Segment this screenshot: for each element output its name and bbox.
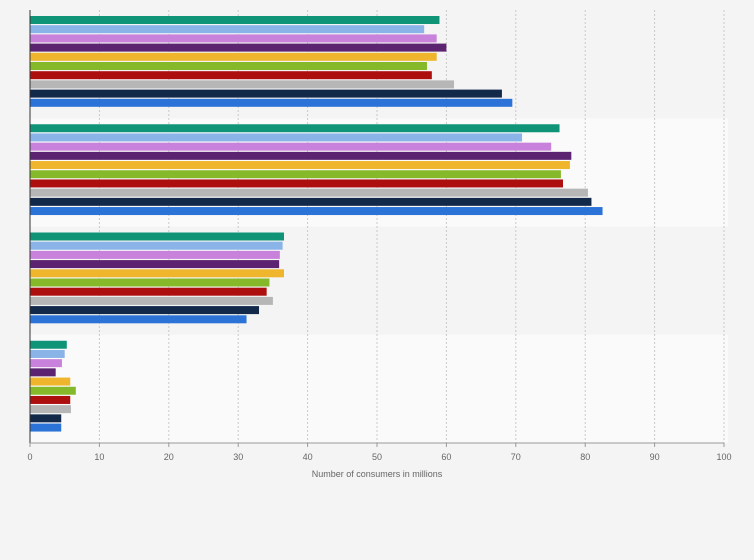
x-tick-label: 70 — [511, 452, 521, 462]
bar — [30, 52, 437, 61]
bar — [30, 306, 260, 315]
axes — [29, 10, 724, 444]
bar — [30, 161, 570, 170]
bar — [30, 179, 563, 188]
bar — [30, 80, 455, 89]
x-tick-label: 40 — [303, 452, 313, 462]
bar — [30, 232, 285, 241]
bar — [30, 34, 437, 43]
x-axis-title: Number of consumers in millions — [312, 469, 443, 479]
x-tick-label: 60 — [441, 452, 451, 462]
bar — [30, 260, 280, 269]
bar — [30, 377, 71, 386]
category-band — [30, 334, 728, 443]
x-tick-label: 20 — [164, 452, 174, 462]
x-tick-label: 30 — [233, 452, 243, 462]
bar — [30, 395, 71, 404]
x-tick-label: 100 — [716, 452, 731, 462]
bar — [30, 188, 588, 197]
bar — [30, 287, 267, 296]
x-tick-label: 10 — [94, 452, 104, 462]
bar — [30, 414, 62, 423]
bar — [30, 98, 513, 107]
bar — [30, 349, 65, 358]
x-tick-label: 80 — [580, 452, 590, 462]
bar — [30, 207, 603, 216]
bar — [30, 368, 56, 377]
bar — [30, 43, 447, 52]
bar — [30, 405, 71, 414]
bar — [30, 197, 592, 206]
bar — [30, 142, 552, 151]
x-tick-label: 90 — [650, 452, 660, 462]
bar — [30, 71, 432, 80]
bar — [30, 151, 572, 160]
bar — [30, 250, 280, 259]
bar — [30, 278, 270, 287]
bar — [30, 133, 523, 142]
bar — [30, 340, 67, 349]
bar — [30, 359, 62, 368]
bar — [30, 296, 273, 305]
bars — [30, 16, 603, 432]
bar — [30, 170, 561, 179]
x-tick-label: 50 — [372, 452, 382, 462]
bar — [30, 62, 427, 70]
bar — [30, 25, 425, 34]
bar — [30, 241, 283, 250]
bar — [30, 315, 247, 324]
bar — [30, 423, 62, 432]
x-tick-labels: 0 10 20 30 40 50 60 70 80 90 100 — [27, 452, 731, 462]
bar — [30, 386, 76, 395]
bar — [30, 89, 502, 98]
x-tick-label: 0 — [27, 452, 32, 462]
bar — [30, 124, 560, 133]
bar — [30, 16, 440, 24]
bar — [30, 269, 285, 278]
